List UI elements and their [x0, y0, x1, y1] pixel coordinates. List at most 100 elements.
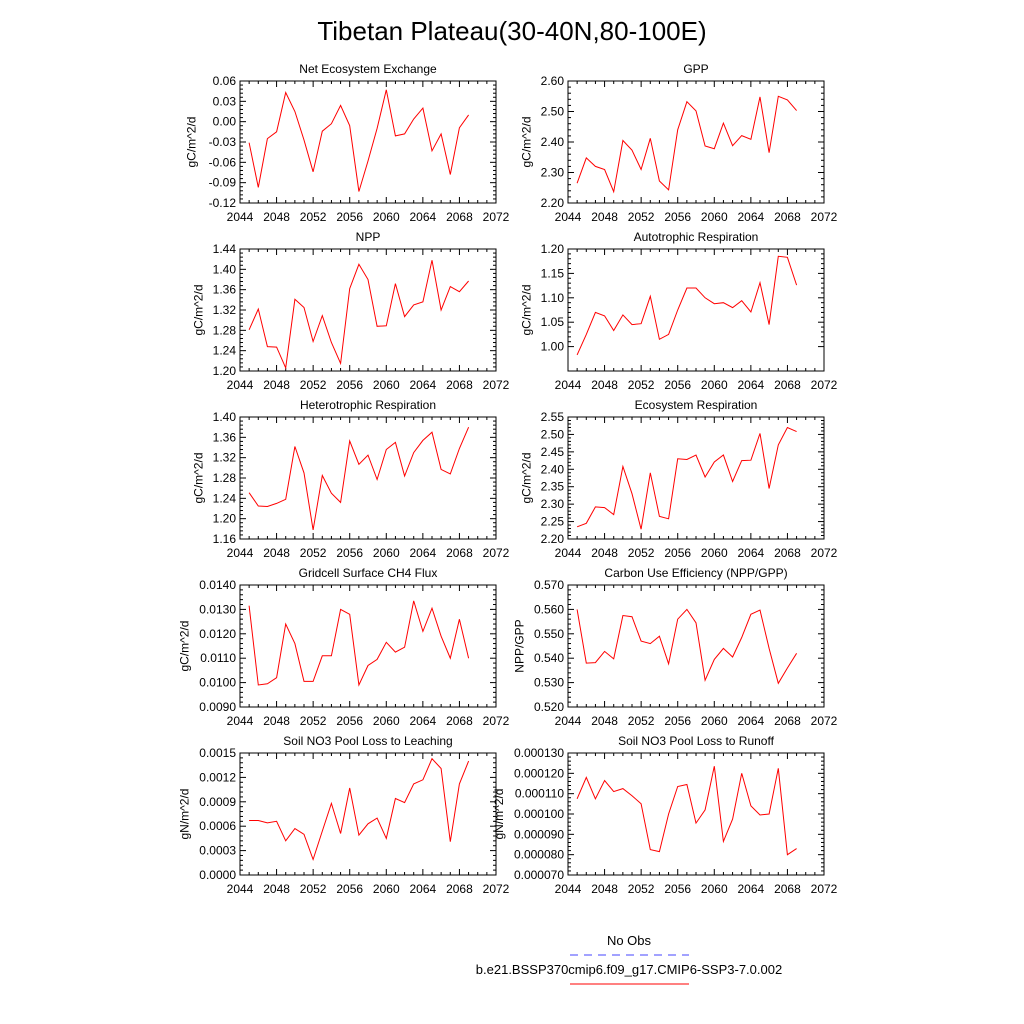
chart-panel: Soil NO3 Pool Loss to Leaching 2044 2048 20…	[178, 734, 510, 896]
y-axis-label: gC/m^2/d	[178, 621, 192, 672]
y-tick-label: 1.20	[541, 242, 565, 256]
x-tick-label: 2052	[300, 210, 327, 224]
y-tick-label: 0.530	[534, 676, 564, 690]
y-tick-label: 1.00	[541, 340, 565, 354]
x-tick-label: 2052	[300, 378, 327, 392]
y-tick-label: 2.50	[541, 427, 565, 441]
chart-panel: Soil NO3 Pool Loss to Runoff 2044 2048 2052…	[492, 734, 838, 896]
x-tick-label: 2068	[446, 882, 473, 896]
x-tick-label: 2044	[227, 378, 254, 392]
legend: No Obs b.e21.BSSP370cmip6.f09_g17.CMIP6-…	[476, 933, 782, 985]
x-tick-label: 2044	[555, 378, 582, 392]
x-tick-label: 2052	[300, 714, 327, 728]
x-tick-label: 2068	[774, 210, 801, 224]
x-tick-label: 2044	[555, 546, 582, 560]
x-tick-label: 2068	[774, 714, 801, 728]
y-tick-label: 2.20	[541, 532, 565, 546]
chart-panel: Net Ecosystem Exchange 2044 2048 2052 2056 20…	[185, 62, 510, 224]
x-tick-label: 2048	[263, 714, 290, 728]
series-line	[248, 260, 469, 370]
x-tick-label: 2048	[591, 882, 618, 896]
y-tick-label: 0.000130	[514, 746, 564, 760]
y-tick-label: 2.50	[541, 105, 565, 119]
series-line	[248, 427, 470, 530]
x-tick-label: 2048	[263, 378, 290, 392]
y-tick-label: 1.15	[541, 266, 565, 280]
y-tick-label: 0.520	[534, 700, 564, 714]
y-tick-label: 0.0015	[199, 746, 236, 760]
panel-title: Carbon Use Efficiency (NPP/GPP)	[604, 566, 787, 580]
chart-panel: Gridcell Surface CH4 Flux 2044 2048 2052 205…	[178, 566, 510, 728]
series-line	[576, 426, 797, 530]
y-tick-label: 1.28	[213, 323, 237, 337]
x-tick-label: 2056	[664, 210, 691, 224]
x-tick-label: 2048	[591, 210, 618, 224]
y-axis-label: gC/m^2/d	[519, 453, 533, 504]
series-line	[249, 757, 470, 862]
x-tick-label: 2044	[227, 546, 254, 560]
x-tick-label: 2072	[811, 714, 838, 728]
panel-title: Autotrophic Respiration	[634, 230, 759, 244]
panel-title: Soil NO3 Pool Loss to Runoff	[618, 734, 775, 748]
y-tick-label: 1.24	[213, 491, 237, 505]
y-tick-label: 2.25	[541, 515, 565, 529]
x-tick-label: 2072	[811, 546, 838, 560]
x-tick-label: 2048	[591, 714, 618, 728]
page-title: Tibetan Plateau(30-40N,80-100E)	[317, 16, 706, 46]
x-tick-label: 2052	[628, 546, 655, 560]
y-tick-label: 0.0012	[199, 770, 236, 784]
y-axis-label: NPP/GPP	[513, 619, 527, 672]
y-tick-label: 2.45	[541, 445, 565, 459]
y-tick-label: 1.20	[213, 364, 237, 378]
legend-label-model: b.e21.BSSP370cmip6.f09_g17.CMIP6-SSP3-7.…	[476, 962, 782, 977]
x-tick-label: 2068	[774, 546, 801, 560]
x-tick-label: 2068	[446, 378, 473, 392]
x-tick-label: 2044	[227, 210, 254, 224]
chart-panel: Ecosystem Respiration 2044 2048 2052 2056 206…	[519, 398, 837, 560]
x-tick-label: 2064	[738, 546, 765, 560]
x-tick-label: 2064	[738, 714, 765, 728]
x-tick-label: 2072	[811, 378, 838, 392]
panel-title: Net Ecosystem Exchange	[299, 62, 437, 76]
panel-title: NPP	[356, 230, 381, 244]
y-tick-label: 1.40	[213, 262, 237, 276]
y-tick-label: 0.0130	[199, 602, 236, 616]
x-tick-label: 2072	[483, 882, 510, 896]
y-tick-label: 0.0003	[199, 844, 236, 858]
x-tick-label: 2048	[591, 378, 618, 392]
series-line	[576, 766, 797, 856]
y-tick-label: 2.55	[541, 410, 565, 424]
y-tick-label: 0.000090	[514, 827, 564, 841]
y-tick-label: 0.0090	[199, 700, 236, 714]
x-tick-label: 2068	[446, 546, 473, 560]
y-tick-label: 0.06	[213, 74, 237, 88]
x-tick-label: 2060	[701, 714, 728, 728]
x-tick-label: 2060	[373, 546, 400, 560]
x-tick-label: 2056	[336, 546, 363, 560]
x-tick-label: 2060	[701, 882, 728, 896]
series-line	[576, 608, 798, 685]
y-tick-label: 0.000110	[515, 787, 564, 801]
chart-panel: Carbon Use Efficiency (NPP/GPP) 2044 2048 2…	[513, 566, 838, 728]
y-axis-label: gC/m^2/d	[185, 117, 199, 168]
y-tick-label: 1.10	[541, 291, 565, 305]
y-tick-label: 1.24	[213, 344, 237, 358]
y-tick-label: 0.550	[534, 627, 564, 641]
x-tick-label: 2044	[555, 714, 582, 728]
y-tick-label: 1.40	[213, 410, 237, 424]
series-line	[576, 95, 797, 194]
chart-panel: Heterotrophic Respiration 2044 2048 2052 205…	[191, 398, 509, 560]
y-tick-label: 1.36	[213, 430, 237, 444]
y-tick-label: 1.20	[213, 512, 237, 526]
x-tick-label: 2052	[300, 882, 327, 896]
y-tick-label: 0.0000	[199, 868, 236, 882]
y-tick-label: 0.000100	[514, 807, 564, 821]
x-tick-label: 2064	[738, 210, 765, 224]
y-tick-label: 0.000070	[514, 868, 564, 882]
x-tick-label: 2056	[664, 378, 691, 392]
x-tick-label: 2048	[263, 882, 290, 896]
x-tick-label: 2072	[483, 378, 510, 392]
x-tick-label: 2044	[227, 882, 254, 896]
chart-panel: Autotrophic Respiration 2044 2048 2052 2056 2…	[519, 230, 837, 392]
x-tick-label: 2056	[336, 210, 363, 224]
